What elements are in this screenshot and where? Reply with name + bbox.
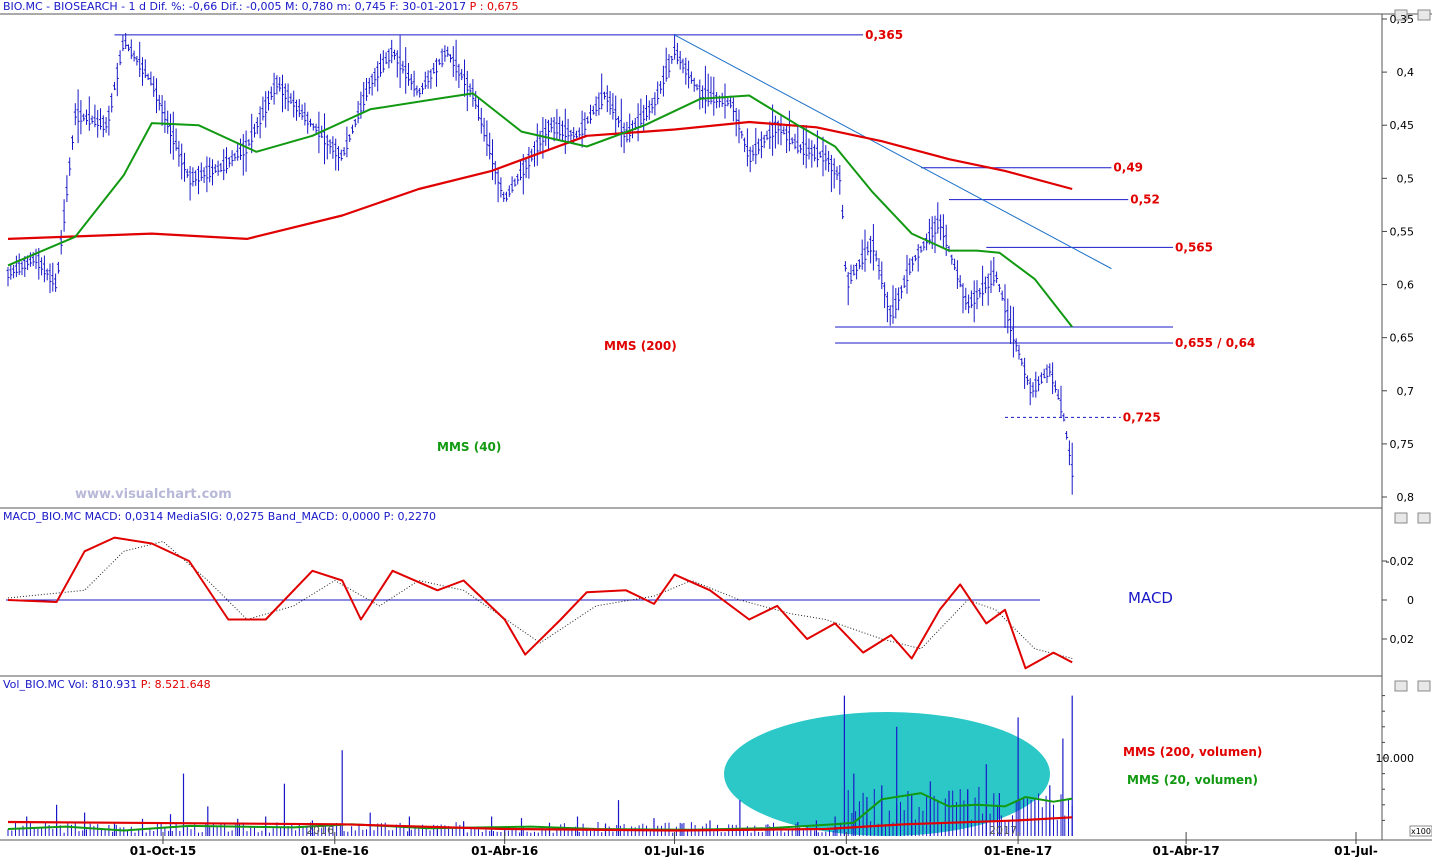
price-y-tick-label: 0,7 [1397, 385, 1415, 398]
macd-line [7, 536, 1073, 670]
macd-signal-line [7, 541, 1073, 659]
panel-button [1394, 680, 1408, 692]
panel-button [1394, 9, 1408, 21]
price-y-tick-label: 0,65 [1390, 332, 1415, 345]
level-label: 0,725 [1123, 410, 1161, 424]
mms40-label: MMS (40) [437, 440, 501, 454]
price-y-tick-label: 0,6 [1397, 279, 1415, 292]
price-panel: 0,725 0,655 / 0,64 0,565 0,52 0,49 0,365 MMS (… [6, 28, 1255, 502]
price-y-tick-label: 0,4 [1397, 66, 1415, 79]
price-y-tick-label: 0,45 [1390, 119, 1415, 132]
level-label: 0,49 [1113, 161, 1143, 175]
year-label: 2016 [306, 824, 334, 837]
volume-mms20-line [7, 792, 1073, 832]
macd-label: MACD [1128, 589, 1173, 607]
price-y-tick-label: 0,55 [1390, 225, 1415, 238]
level-label: 0,655 / 0,64 [1175, 336, 1255, 350]
mms200-line [7, 120, 1073, 240]
level-label: 0,52 [1130, 193, 1160, 207]
mms200-label: MMS (200) [604, 339, 677, 353]
price-y-tick-label: 0,75 [1390, 438, 1415, 451]
volume-mms200-line [7, 816, 1073, 832]
unit-box [1409, 825, 1432, 837]
axes: 0,35 0,4 0,45 0,5 0,55 0,6 0,65 0,7 0,75 0,8 -0,02… [130, 13, 1432, 857]
year-label: 2017 [989, 824, 1017, 837]
price-y-tick-label: 0,5 [1397, 172, 1415, 185]
volume-unit-label: x100 [1411, 827, 1431, 836]
macd-y-tick-label: 0 [1407, 594, 1414, 607]
x-tick-label: 01-Ene-17 [984, 844, 1052, 857]
price-y-tick-label: 0,8 [1397, 491, 1415, 504]
price-y-tick-label: 0,35 [1390, 13, 1415, 26]
macd-header: MACD_BIO.MC MACD: 0,0314 MediaSIG: 0,027… [3, 510, 437, 523]
volume-y-tick-label: 10.000 [1376, 752, 1415, 765]
panel-button [1417, 512, 1431, 524]
level-label: 0,365 [865, 28, 903, 42]
volume-mms200-label: MMS (200, volumen) [1123, 745, 1262, 759]
chart-frame [0, 9, 1432, 841]
level-label: 0,565 [1175, 240, 1213, 254]
x-tick-label: 01-Abr-17 [1153, 844, 1220, 857]
x-tick-label: 01-Ene-16 [301, 844, 369, 857]
x-tick-label: 01-Jul- [1334, 844, 1378, 857]
x-tick-label: 01-Oct-16 [813, 844, 879, 857]
panel-button [1394, 512, 1408, 524]
mms40-line [7, 92, 1073, 328]
volume-panel: MMS (200, volumen) MMS (20, volumen) 2016 2… [7, 695, 1262, 837]
trendline [674, 34, 1112, 270]
macd-panel: MACD [6, 536, 1173, 670]
x-tick-label: 01-Oct-15 [130, 844, 196, 857]
price-header: BIO.MC - BIOSEARCH - 1 d Dif. %: -0,66 D… [3, 0, 519, 13]
watermark: www.visualchart.com [75, 487, 232, 502]
volume-mms20-label: MMS (20, volumen) [1127, 773, 1258, 787]
macd-y-tick-label: -0,02 [1386, 555, 1414, 568]
volume-header: Vol_BIO.MC Vol: 810.931 P: 8.521.648 [3, 678, 211, 691]
x-tick-label: 01-Abr-16 [471, 844, 538, 857]
panel-button [1417, 680, 1431, 692]
panel-button [1417, 9, 1431, 21]
macd-y-tick-label: 0,02 [1390, 633, 1415, 646]
x-tick-label: 01-Jul-16 [644, 844, 704, 857]
